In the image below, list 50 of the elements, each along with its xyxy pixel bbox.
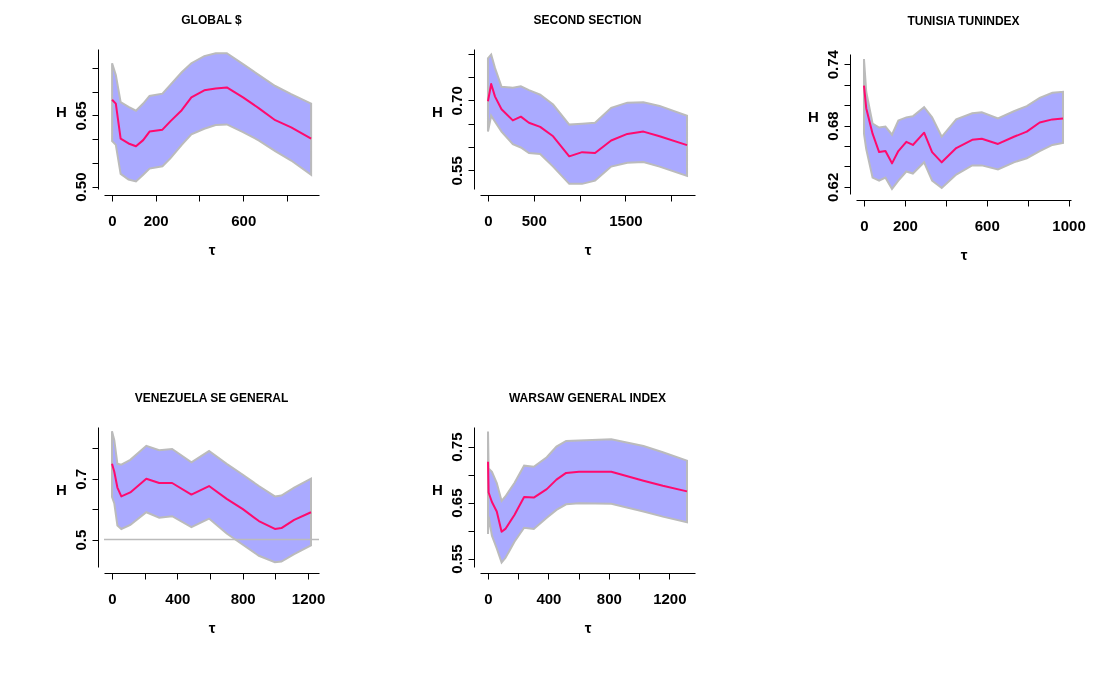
y-tick-label: 0.75 (447, 432, 465, 462)
y-tick-label: 0.74 (823, 49, 841, 80)
line-series (111, 462, 312, 530)
x-axis-title: τ (584, 618, 592, 636)
x-tick-label: 600 (231, 211, 257, 229)
x-axis-title: τ (208, 240, 216, 258)
y-axis-title: H (56, 102, 67, 120)
x-tick-label: 800 (596, 589, 622, 607)
y-tick-label: 0.7 (71, 468, 89, 490)
y-tick-label: 0.65 (71, 101, 89, 131)
x-tick-label: 600 (974, 216, 1000, 234)
line-series (111, 86, 313, 148)
x-tick-label: 0 (484, 211, 493, 229)
x-tick-label: 1200 (291, 589, 326, 607)
x-tick-label: 1500 (609, 211, 643, 229)
x-tick-label: 400 (165, 589, 191, 607)
x-tick-label: 800 (230, 589, 256, 607)
y-tick-label: 0.65 (447, 488, 465, 518)
line-series (486, 83, 689, 158)
x-tick-label: 1200 (653, 589, 687, 607)
y-tick-label: 0.55 (447, 544, 465, 574)
x-tick-label: 500 (521, 211, 547, 229)
chart-title: TUNISIA TUNINDEX (907, 13, 1020, 28)
x-tick-label: 0 (108, 211, 117, 229)
y-axis-title: H (432, 480, 443, 498)
chart-title: VENEZUELA SE GENERAL (134, 391, 289, 405)
x-tick-label: 1000 (1052, 216, 1086, 234)
y-tick-label: 0.55 (447, 156, 465, 186)
chart-title: GLOBAL $ (181, 13, 243, 27)
y-axis-title: H (56, 480, 67, 498)
x-tick-label: 0 (484, 589, 493, 607)
x-tick-label: 200 (892, 216, 918, 234)
y-axis-title: H (432, 102, 443, 120)
y-tick-label: 0.70 (447, 86, 465, 116)
line-series (487, 460, 688, 533)
line-series (862, 84, 1065, 165)
x-axis-title: τ (208, 618, 216, 636)
chart-title: SECOND SECTION (533, 13, 642, 27)
x-tick-label: 0 (860, 216, 869, 234)
chart-title: WARSAW GENERAL INDEX (508, 391, 667, 405)
y-tick-label: 0.5 (71, 529, 89, 551)
x-tick-label: 200 (143, 211, 169, 229)
y-tick-label: 0.68 (823, 111, 841, 141)
y-tick-label: 0.50 (71, 172, 89, 202)
x-axis-title: τ (584, 240, 592, 258)
x-tick-label: 400 (536, 589, 562, 607)
y-tick-label: 0.62 (823, 172, 841, 202)
y-axis-title: H (808, 107, 819, 125)
x-axis-title: τ (960, 245, 968, 263)
x-tick-label: 0 (108, 589, 117, 607)
